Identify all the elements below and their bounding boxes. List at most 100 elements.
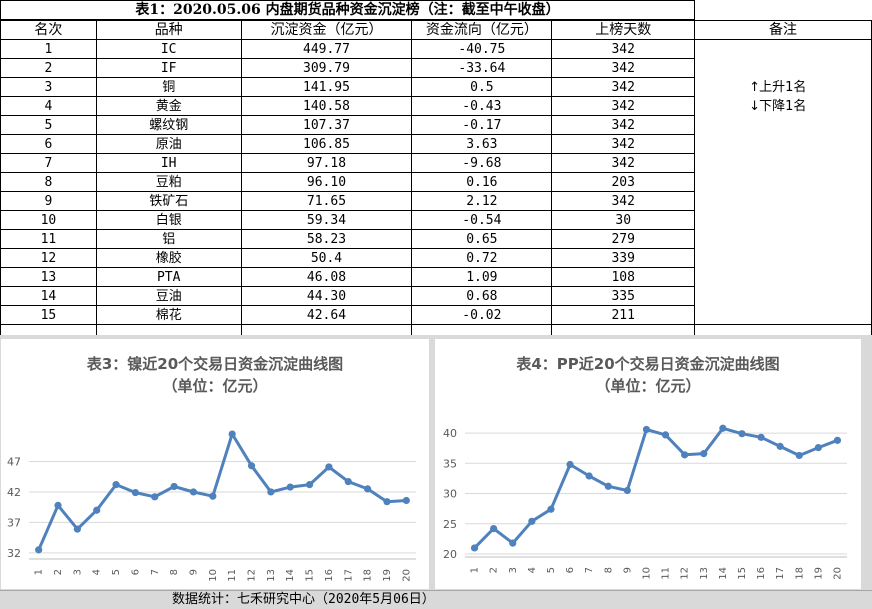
- table-header-row: 名次 品种 沉淀资金（亿元） 资金流向（亿元） 上榜天数 备注: [0, 20, 872, 40]
- data-point: [833, 436, 842, 444]
- arrow-up-icon: ↑: [749, 79, 761, 95]
- chart-title: 表4：PP近20个交易日资金沉淀曲线图: [516, 355, 780, 373]
- cell-settled-funds: 106.85: [240, 134, 413, 154]
- x-tick-label: 20: [832, 567, 843, 580]
- data-point: [585, 472, 593, 480]
- data-point: [547, 505, 555, 513]
- cell-rank: 14: [0, 286, 97, 306]
- table-row: 5 螺纹钢 107.37 -0.17 342: [0, 115, 872, 135]
- cell-fund-flow: -40.75: [411, 39, 553, 59]
- y-tick-label: 47: [7, 455, 21, 468]
- cell-remarks: [694, 248, 872, 268]
- data-point: [131, 488, 140, 497]
- cell-rank: 2: [0, 58, 97, 78]
- cell-variety: 豆粕: [95, 172, 242, 192]
- footer-source: 数据统计：七禾研究中心（2020年5月06日）: [0, 590, 872, 609]
- x-tick-label: 3: [508, 567, 519, 573]
- data-point: [700, 450, 708, 458]
- data-point: [286, 483, 294, 491]
- data-point: [364, 485, 372, 493]
- data-point: [247, 462, 256, 470]
- data-point: [151, 493, 159, 501]
- cell-fund-flow: 0.65: [411, 229, 553, 249]
- cell-days: 108: [551, 267, 696, 287]
- data-point: [267, 488, 275, 496]
- chart-panel-pp: 表4：PP近20个交易日资金沉淀曲线图 （单位：亿元） 20 25 30 35 40 1 2…: [434, 338, 862, 590]
- cell-rank: 11: [0, 229, 97, 249]
- data-point: [719, 424, 727, 432]
- data-point: [189, 488, 198, 496]
- cell-rank: 6: [0, 134, 97, 154]
- x-tick-label: 3: [72, 569, 83, 575]
- data-point: [73, 525, 81, 533]
- x-tick-label: 12: [680, 567, 691, 580]
- cell-rank: 9: [0, 191, 97, 211]
- data-point: [642, 425, 651, 434]
- cell-variety: 白银: [95, 210, 242, 230]
- cell-settled-funds: 97.18: [240, 153, 413, 173]
- y-tick-label: 30: [443, 488, 457, 501]
- cell-settled-funds: 58.23: [240, 229, 413, 249]
- header-days: 上榜天数: [551, 20, 696, 40]
- cell-rank: 15: [0, 305, 97, 325]
- x-tick-label: 19: [382, 569, 393, 582]
- cell-days: 335: [551, 286, 696, 306]
- cell-remarks: [694, 229, 872, 249]
- y-tick-label: 40: [443, 427, 457, 440]
- cell-fund-flow: -0.02: [411, 305, 553, 325]
- cell-rank: 5: [0, 115, 97, 135]
- data-point: [209, 492, 217, 500]
- cell-remarks: [694, 58, 872, 78]
- x-tick-label: 15: [305, 569, 316, 582]
- header-rank: 名次: [0, 20, 97, 40]
- cell-fund-flow: 0.5: [411, 77, 553, 97]
- cell-remarks: [694, 191, 872, 211]
- cell-variety: 橡胶: [95, 248, 242, 268]
- y-tick-label: 35: [443, 457, 457, 470]
- y-tick-label: 25: [443, 518, 457, 531]
- cell-settled-funds: 449.77: [240, 39, 413, 59]
- cell-fund-flow: 1.09: [411, 267, 553, 287]
- data-point: [383, 498, 391, 506]
- x-tick-label: 16: [324, 569, 335, 582]
- table-title: 表1：2020.05.06 内盘期货品种资金沉淀榜（注：截至中午收盘）: [0, 0, 695, 20]
- data-point: [228, 430, 236, 438]
- cell-settled-funds: 96.10: [240, 172, 413, 192]
- cell-days: 342: [551, 39, 696, 59]
- table-row: 2 IF 309.79 -33.64 342: [0, 58, 872, 78]
- data-point: [566, 460, 574, 469]
- cell-days: 342: [551, 134, 696, 154]
- data-point: [681, 451, 689, 459]
- y-tick-label: 20: [443, 548, 457, 561]
- header-variety: 品种: [95, 20, 242, 40]
- cell-fund-flow: -0.54: [411, 210, 553, 230]
- cell-settled-funds: 141.95: [240, 77, 413, 97]
- data-point: [757, 433, 765, 441]
- cell-rank: 13: [0, 267, 97, 287]
- x-tick-label: 6: [130, 569, 141, 575]
- x-tick-label: 17: [343, 569, 354, 582]
- x-tick-label: 17: [775, 567, 786, 580]
- data-point: [35, 546, 43, 554]
- data-point: [604, 482, 612, 490]
- header-settled-funds: 沉淀资金（亿元）: [240, 20, 413, 40]
- chart-area-top-gap: [0, 335, 872, 338]
- cell-fund-flow: 0.16: [411, 172, 553, 192]
- cell-variety: 铁矿石: [95, 191, 242, 211]
- data-point: [112, 481, 120, 489]
- cell-fund-flow: 0.72: [411, 248, 553, 268]
- table-row: 11 铝 58.23 0.65 279: [0, 229, 872, 249]
- x-tick-label: 8: [169, 569, 180, 575]
- x-tick-label: 10: [641, 567, 652, 580]
- cell-variety: 黄金: [95, 96, 242, 116]
- table-row: 3 铜 141.95 0.5 342 ↑上升1名: [0, 77, 872, 97]
- header-fund-flow: 资金流向（亿元）: [411, 20, 553, 40]
- cell-variety: IC: [95, 39, 242, 59]
- table-row: 12 橡胶 50.4 0.72 339: [0, 248, 872, 268]
- series-line: [37, 432, 407, 551]
- x-tick-label: 5: [546, 567, 557, 573]
- x-tick-label: 1: [34, 569, 45, 575]
- chart-subtitle: （单位：亿元）: [595, 377, 701, 395]
- cell-settled-funds: 309.79: [240, 58, 413, 78]
